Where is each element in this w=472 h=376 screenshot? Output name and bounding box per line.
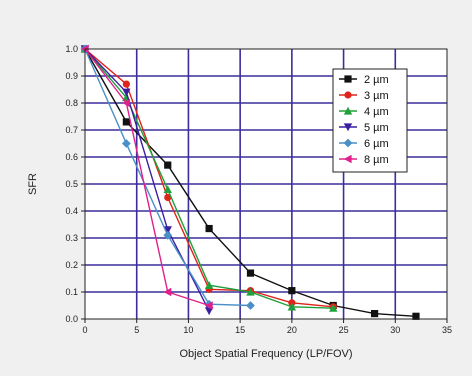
data-point [205,224,213,233]
legend-item: 4 µm [339,106,389,118]
data-point [204,307,214,316]
legend-marker [343,138,353,148]
legend-label: 5 µm [364,122,389,134]
data-point [122,88,131,97]
y-axis-label: SFR [27,173,39,195]
data-point [288,287,296,295]
y-tick-label: 0.5 [65,179,78,189]
data-point [412,312,420,320]
data-point [204,301,213,310]
legend: 2 µm 3 µm 4 µm 5 µm 6 µm 8 µm [332,68,408,173]
ticks: 0 5 10 15 20 25 30 35 0.0 0.1 0.2 0.3 0.4 0.5 0.6 0.7 0.… [65,44,452,335]
y-tick-label: 0.3 [65,233,78,243]
y-tick-label: 0.6 [65,152,78,162]
y-tick-label: 0.0 [65,314,78,324]
legend-marker [343,106,353,115]
data-point [246,301,255,310]
legend-item: 2 µm [339,74,389,86]
legend-label: 8 µm [364,154,389,166]
x-tick-label: 25 [339,325,349,335]
data-point [329,304,338,312]
legend-marker [343,123,353,132]
data-point [287,302,297,311]
legend-item: 5 µm [339,122,389,134]
data-point [164,193,172,202]
legend-item: 8 µm [339,154,389,166]
data-point [122,80,130,88]
data-point [204,281,214,289]
data-point [163,230,173,240]
data-point [371,310,379,318]
legend-marker [344,75,352,83]
data-point [246,269,255,277]
series-line [84,48,210,307]
y-tick-label: 0.4 [65,206,78,216]
legend-item: 6 µm [339,138,389,150]
legend-label: 2 µm [364,74,389,86]
data-point [122,98,130,108]
x-tick-label: 20 [287,325,297,335]
x-tick-label: 5 [134,325,139,335]
x-axis-label: Object Spatial Frequency (LP/FOV) [179,348,352,360]
data-point [121,139,131,148]
series-layer [80,44,420,320]
plot-frame [84,48,448,320]
legend-label: 4 µm [364,106,389,118]
data-point [246,287,255,296]
y-tick-label: 0.9 [65,71,78,81]
data-point [163,287,172,297]
data-point [164,161,172,169]
x-tick-label: 30 [390,325,400,335]
data-point [163,226,172,235]
y-tick-label: 0.1 [65,287,78,297]
y-tick-label: 1.0 [65,44,78,54]
x-tick-label: 10 [183,325,193,335]
legend-item: 3 µm [339,90,389,102]
data-point [163,185,172,193]
data-point [122,118,130,126]
y-tick-label: 0.8 [65,98,78,108]
y-tick-label: 0.7 [65,125,78,135]
legend-box [332,68,408,173]
legend-label: 3 µm [364,90,389,102]
legend-marker [344,91,352,99]
legend-label: 6 µm [364,138,389,150]
x-tick-label: 0 [82,325,87,335]
y-tick-label: 0.2 [65,260,78,270]
x-tick-label: 15 [235,325,245,335]
grid [85,49,447,319]
x-tick-label: 35 [442,325,452,335]
legend-marker [343,154,352,164]
